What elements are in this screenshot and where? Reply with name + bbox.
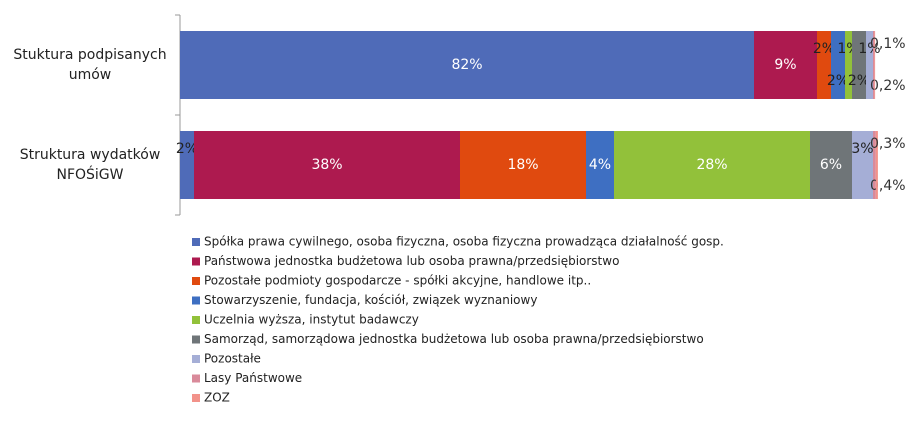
legend-label: ZOZ [204,391,230,405]
legend-swatch [192,335,200,344]
value-label: 0,2% [870,78,906,94]
value-label: 3% [851,141,873,157]
value-label: 6% [820,157,842,173]
category-label: Struktura wydatków NFOŚiGW [20,147,161,183]
bar-segment [810,131,852,199]
legend-label: Państwowa jednostka budżetowa lub osoba … [204,254,619,268]
value-label: 38% [311,157,342,173]
bar-segment [866,31,873,99]
value-label: 0,3% [870,136,906,152]
legend-swatch [192,316,200,324]
legend-swatch [192,257,200,266]
legend-swatch [192,394,200,402]
value-label: 2% [813,41,835,57]
legend-label: Uczelnia wyższa, instytut badawczy [204,313,419,327]
bar-segment [873,131,876,199]
value-label: 0,4% [870,178,906,194]
value-label: 82% [451,57,482,73]
legend-label: Stowarzyszenie, fundacja, kościół, związ… [204,293,537,307]
legend-swatch [192,238,200,246]
bar-segment [754,31,817,99]
bar-segment [852,131,873,199]
bar-segment [817,31,831,99]
bar-segment [875,131,878,199]
bar-segment [831,31,845,99]
legend-swatch [192,374,200,383]
legend-swatch [192,277,200,285]
value-label: 18% [507,157,538,173]
legend-swatch [192,355,200,363]
value-label: 2% [827,73,849,89]
value-label: 4% [589,157,611,173]
bar-segment [852,31,866,99]
value-label: 2% [176,141,198,157]
value-label: 28% [696,157,727,173]
bar-segment [874,31,876,99]
bar-segment [845,31,852,99]
category-label: Stuktura podpisanych umów [13,47,166,83]
legend-swatch [192,296,200,305]
legend-label: Spółka prawa cywilnego, osoba fizyczna, … [204,235,724,249]
legend-label: Pozostałe podmioty gospodarcze - spółki … [204,274,591,288]
bar-segment [873,31,875,99]
value-label: 2% [848,73,870,89]
value-label: 9% [774,57,796,73]
bar-segment [460,131,586,199]
bar-segment [586,131,614,199]
legend-label: Pozostałe [204,352,261,366]
bar-segment [180,31,754,99]
legend-label: Lasy Państwowe [204,371,302,385]
legend-label: Samorząd, samorządowa jednostka budżetow… [204,332,704,346]
bar-segment [180,131,194,199]
bar-segment [194,131,460,199]
value-label: 0,1% [870,36,906,52]
bar-segment [614,131,810,199]
